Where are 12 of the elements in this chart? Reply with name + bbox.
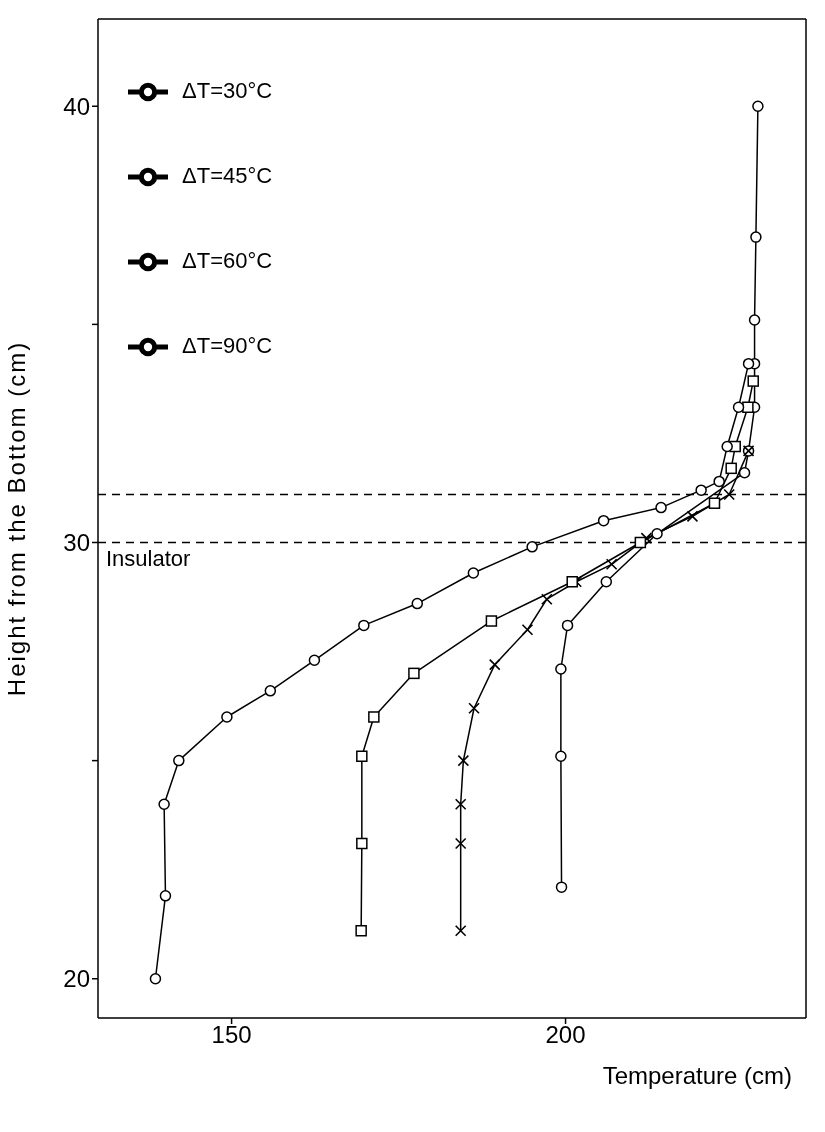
- x-tick-label: 150: [211, 1021, 252, 1049]
- y-axis-title: Height from the Bottom (cm): [2, 340, 30, 697]
- legend-label: ΔT=45°C: [182, 163, 273, 188]
- y-tick-label: 20: [63, 965, 90, 993]
- legend-label: ΔT=90°C: [182, 333, 273, 358]
- legend-label: ΔT=30°C: [182, 78, 273, 103]
- ref-line-label: Insulator: [106, 546, 191, 572]
- x-tick-label: 200: [545, 1021, 586, 1049]
- y-tick-label: 40: [63, 92, 90, 120]
- legend-label: ΔT=60°C: [182, 248, 273, 273]
- y-tick-label: 30: [63, 529, 90, 557]
- x-axis-title: Temperature (cm): [602, 1062, 792, 1089]
